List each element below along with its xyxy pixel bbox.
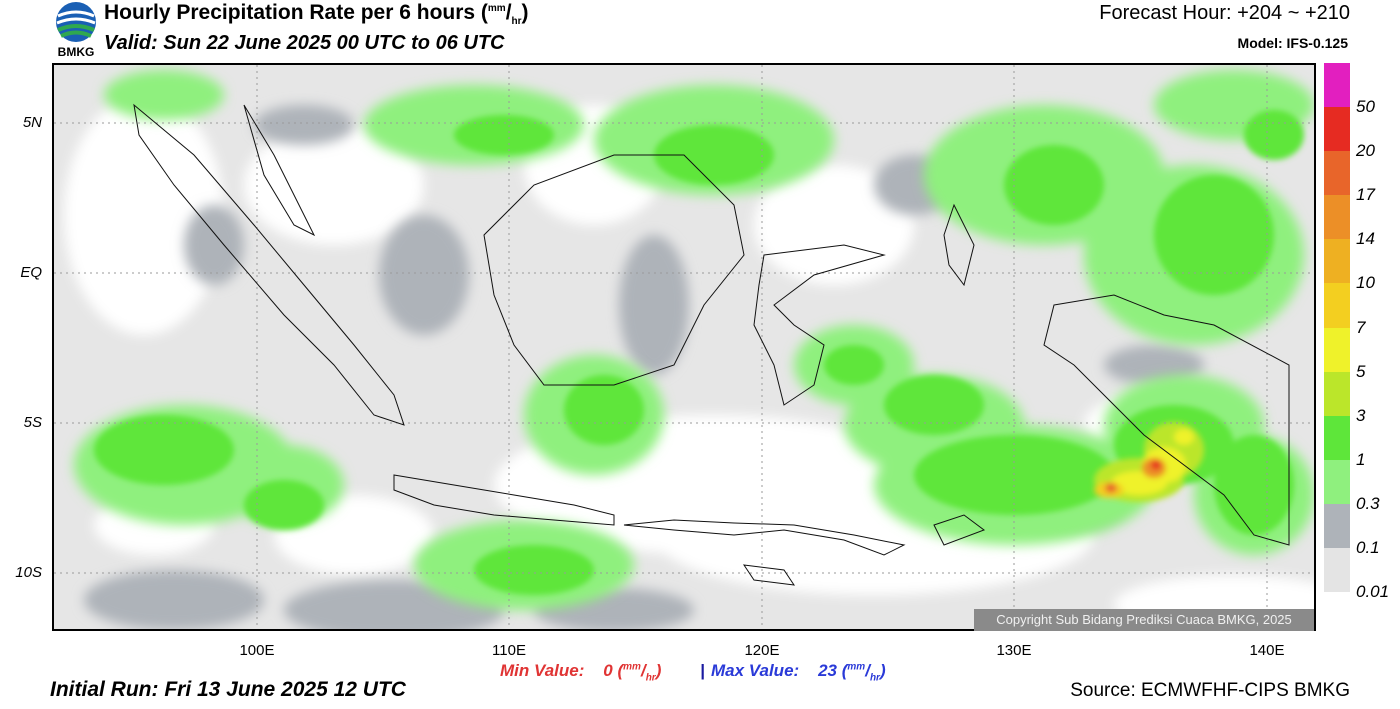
colorbar-segment bbox=[1324, 283, 1350, 328]
lat-label-5s: 5S bbox=[23, 414, 42, 431]
min-label: Min Value: bbox=[500, 661, 585, 680]
colorbar-segment bbox=[1324, 63, 1350, 108]
colorbar bbox=[1324, 63, 1350, 593]
logo-text: BMKG bbox=[57, 45, 95, 59]
colorbar-segment bbox=[1324, 547, 1350, 593]
min-unit-slash: / bbox=[640, 661, 646, 680]
colorbar-label: 14 bbox=[1356, 229, 1375, 249]
lat-label-eq: EQ bbox=[20, 264, 42, 281]
max-label: Max Value: bbox=[711, 661, 800, 680]
data-source: Source: ECMWFHF-CIPS BMKG bbox=[1070, 680, 1350, 701]
map-title: Hourly Precipitation Rate per 6 hours (m… bbox=[104, 1, 529, 27]
forecast-hour: Forecast Hour: +204 ~ +210 bbox=[1099, 2, 1350, 24]
colorbar-segment bbox=[1324, 371, 1350, 417]
max-unit-bottom: hr bbox=[869, 672, 880, 684]
lon-label-100e: 100E bbox=[239, 642, 275, 659]
colorbar-label: 20 bbox=[1356, 141, 1375, 161]
colorbar-segment bbox=[1324, 107, 1350, 152]
colorbar-segment bbox=[1324, 195, 1350, 240]
colorbar-label: 0.3 bbox=[1356, 493, 1380, 513]
colorbar-label: 3 bbox=[1356, 405, 1366, 425]
title-unit-top: mm bbox=[487, 3, 506, 14]
lon-label-140e: 140E bbox=[1249, 642, 1285, 659]
colorbar-segment bbox=[1324, 415, 1350, 461]
colorbar-label: 50 bbox=[1356, 97, 1375, 117]
title-unit-bottom: hr bbox=[511, 16, 522, 28]
title-close: ) bbox=[521, 1, 529, 24]
colorbar-label: 5 bbox=[1356, 361, 1366, 381]
min-unit-bottom: hr bbox=[645, 672, 656, 684]
lat-label-10s: 10S bbox=[15, 564, 42, 581]
copyright-notice: Copyright Sub Bidang Prediksi Cuaca BMKG… bbox=[974, 609, 1314, 631]
lon-label-130e: 130E bbox=[996, 642, 1032, 659]
initial-run: Initial Run: Fri 13 June 2025 12 UTC bbox=[50, 678, 406, 701]
precipitation-field bbox=[54, 65, 1314, 629]
max-number: 23 bbox=[818, 661, 838, 680]
colorbar-label: 17 bbox=[1356, 185, 1375, 205]
colorbar-label: 0.1 bbox=[1356, 537, 1380, 557]
title-text: Hourly Precipitation Rate per 6 hours ( bbox=[104, 1, 488, 24]
precipitation-map bbox=[52, 63, 1316, 631]
bmkg-logo-icon bbox=[56, 2, 96, 42]
colorbar-label: 10 bbox=[1356, 273, 1375, 293]
colorbar-segment bbox=[1324, 239, 1350, 284]
colorbar-segment bbox=[1324, 459, 1350, 505]
title-unit-slash: / bbox=[505, 1, 512, 24]
colorbar-segment bbox=[1324, 151, 1350, 196]
colorbar-label: 0.01 bbox=[1356, 582, 1390, 601]
colorbar-segment bbox=[1324, 503, 1350, 549]
lon-label-120e: 120E bbox=[744, 642, 780, 659]
min-number: 0 bbox=[603, 661, 613, 680]
model-name: Model: IFS-0.125 bbox=[1237, 35, 1348, 51]
colorbar-segment bbox=[1324, 327, 1350, 373]
max-unit-slash: / bbox=[865, 661, 870, 680]
lon-label-110e: 110E bbox=[492, 642, 526, 659]
max-unit-top: mm bbox=[847, 661, 866, 673]
min-unit-top: mm bbox=[623, 661, 641, 673]
lat-label-5n: 5N bbox=[22, 114, 42, 131]
colorbar-label: 1 bbox=[1356, 449, 1366, 469]
valid-time: Valid: Sun 22 June 2025 00 UTC to 06 UTC bbox=[104, 32, 505, 54]
min-value: Min Value: 0 (mm/hr) bbox=[500, 661, 662, 684]
stats-separator: | bbox=[700, 661, 705, 680]
max-value: Max Value: 23 (mm/hr) bbox=[711, 661, 886, 684]
colorbar-label: 7 bbox=[1356, 317, 1366, 337]
